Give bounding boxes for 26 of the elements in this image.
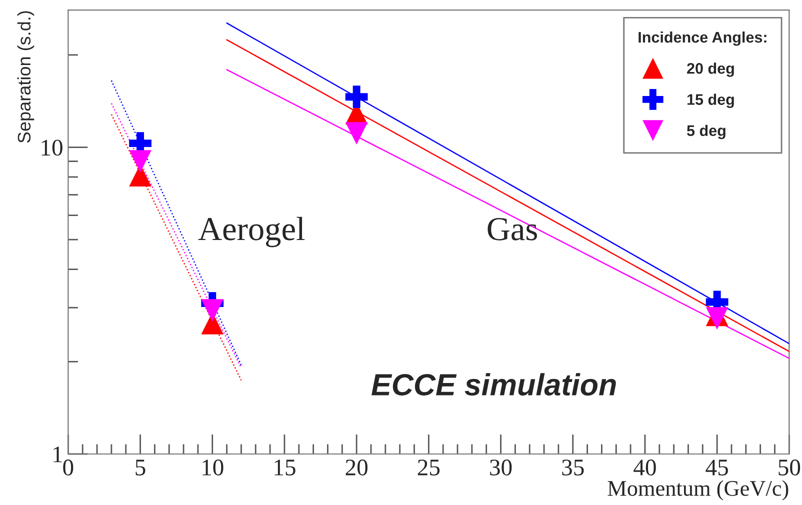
legend-title: Incidence Angles: [638, 31, 766, 46]
x-tick-label: 15 [274, 460, 296, 476]
x-tick-label: 25 [418, 460, 440, 476]
x-tick-label: 40 [634, 460, 656, 476]
y-axis-title: Separation (s.d.) [17, 11, 34, 143]
x-tick-label: 10 [202, 460, 224, 476]
annotation: Gas [488, 218, 537, 240]
annotation: Aerogel [198, 216, 305, 248]
x-tick-label: 30 [490, 460, 512, 476]
point [129, 150, 152, 172]
legend-label: 15 deg [687, 94, 734, 108]
point [345, 122, 368, 145]
point [706, 307, 728, 330]
x-axis-title: Momentum (GeV/c) [608, 480, 788, 500]
annotation: ECCE simulation [372, 373, 616, 396]
x-tick-label: 5 [136, 460, 146, 476]
x-tick-label: 50 [778, 460, 800, 476]
y-tick-label: 1 [54, 446, 62, 462]
x-tick-label: 0 [63, 460, 74, 476]
point [201, 299, 224, 322]
x-tick-label: 45 [706, 460, 728, 476]
point [345, 86, 368, 108]
legend-label: 5 deg [686, 124, 726, 140]
x-tick-label: 20 [346, 460, 368, 476]
legend-label: 20 deg [687, 62, 734, 77]
x-tick-label: 35 [562, 460, 584, 476]
